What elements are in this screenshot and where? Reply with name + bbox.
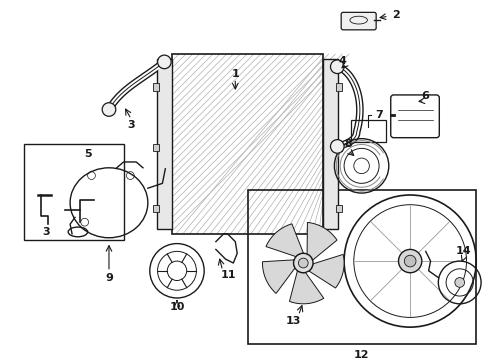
Bar [153,144,159,151]
Bar [172,54,323,234]
Text: 9: 9 [105,273,113,283]
Text: 2: 2 [392,10,399,20]
Text: 14: 14 [456,246,471,256]
Polygon shape [307,222,337,260]
Bar [336,144,342,151]
Bar [351,120,386,141]
Circle shape [298,258,308,268]
Bar [336,205,342,212]
Bar [153,205,159,212]
Text: 5: 5 [84,149,92,159]
Text: 4: 4 [338,56,346,66]
FancyBboxPatch shape [341,12,376,30]
Text: 8: 8 [344,139,352,149]
Bar [248,190,476,344]
Circle shape [294,253,313,273]
Bar [24,144,123,240]
Text: 7: 7 [375,110,383,120]
Polygon shape [290,271,324,304]
Circle shape [330,140,344,153]
Bar [157,59,172,229]
Polygon shape [263,260,295,293]
Circle shape [398,249,422,273]
Bar [153,83,159,91]
Text: 6: 6 [421,91,429,101]
Circle shape [158,55,171,69]
Text: 1: 1 [231,68,239,78]
Text: 11: 11 [220,270,236,280]
Text: 3: 3 [42,227,49,237]
Bar [323,59,338,229]
Circle shape [330,60,344,73]
Text: 12: 12 [354,350,369,360]
Circle shape [404,255,416,267]
Text: 10: 10 [170,302,185,312]
Circle shape [455,278,465,287]
Circle shape [102,103,116,116]
Bar [336,83,342,91]
Polygon shape [309,255,344,288]
Text: 13: 13 [286,316,301,326]
Text: 3: 3 [127,120,135,130]
Polygon shape [266,224,303,257]
